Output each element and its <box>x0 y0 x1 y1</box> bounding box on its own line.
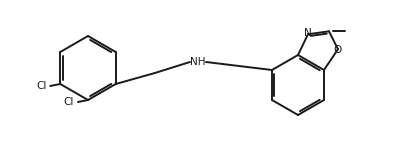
Text: O: O <box>334 45 342 55</box>
Text: N: N <box>304 28 312 38</box>
Text: NH: NH <box>190 57 206 67</box>
Text: Cl: Cl <box>36 81 46 91</box>
Text: Cl: Cl <box>64 97 74 107</box>
